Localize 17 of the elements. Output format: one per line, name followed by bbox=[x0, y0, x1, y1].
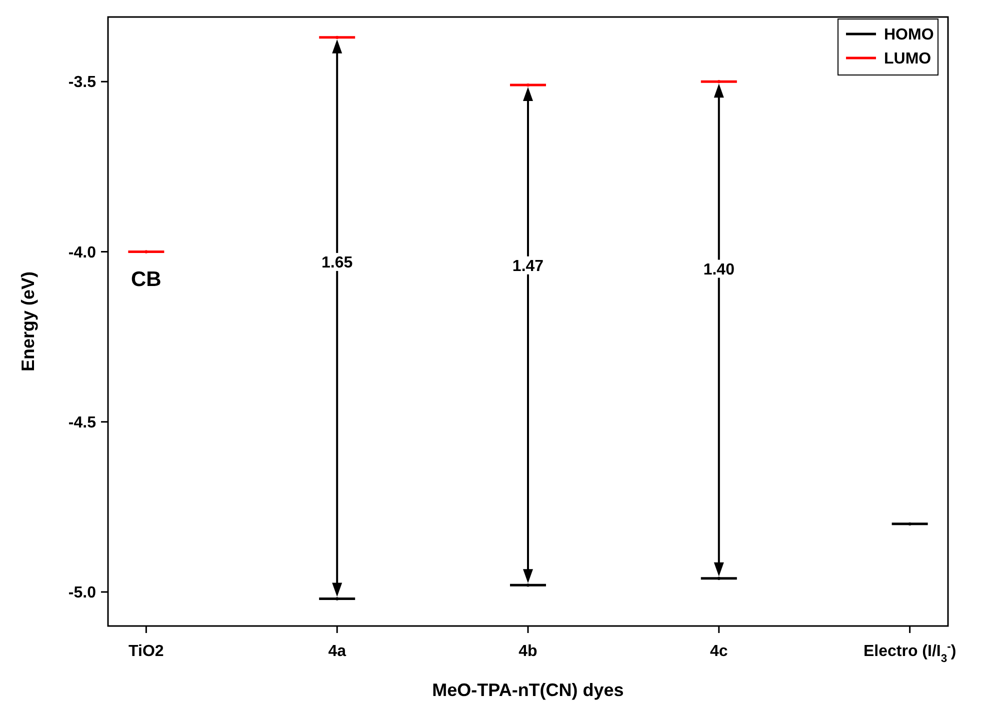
y-tick-label: -5.0 bbox=[68, 584, 96, 602]
y-axis-title: Energy (eV) bbox=[18, 271, 38, 372]
y-tick-label: -4.5 bbox=[68, 414, 96, 432]
x-tick-label: 4c bbox=[710, 643, 728, 660]
x-tick-label: TiO2 bbox=[128, 643, 164, 660]
annotation: 1.40 bbox=[703, 261, 735, 278]
y-tick-label: -4.0 bbox=[68, 244, 96, 262]
y-tick-label: -3.5 bbox=[68, 74, 96, 92]
x-axis-title: MeO-TPA-nT(CN) dyes bbox=[432, 680, 624, 700]
x-tick-label: 4b bbox=[518, 643, 538, 660]
annotation: CB bbox=[131, 268, 162, 291]
annotation: 1.47 bbox=[512, 258, 544, 275]
legend-label: LUMO bbox=[884, 50, 932, 68]
annotation: 1.65 bbox=[322, 254, 353, 272]
x-tick-label: Electro (I/I$_{3}$$^{-}$) bbox=[863, 641, 956, 665]
x-tick-label: 4a bbox=[328, 643, 346, 660]
legend-label: HOMO bbox=[884, 26, 934, 44]
